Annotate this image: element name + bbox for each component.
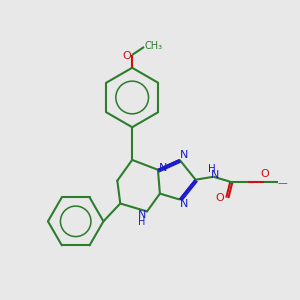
Text: N: N — [211, 170, 220, 180]
Text: O: O — [123, 51, 132, 61]
Text: H: H — [138, 217, 146, 227]
Text: N: N — [179, 200, 188, 209]
Text: O: O — [261, 169, 269, 179]
Text: N: N — [179, 150, 188, 160]
Text: N: N — [138, 210, 146, 220]
Text: CH₃: CH₃ — [145, 41, 163, 51]
Text: —: — — [278, 178, 288, 188]
Text: H: H — [208, 164, 215, 174]
Text: O: O — [215, 193, 224, 202]
Text: N: N — [159, 163, 167, 173]
